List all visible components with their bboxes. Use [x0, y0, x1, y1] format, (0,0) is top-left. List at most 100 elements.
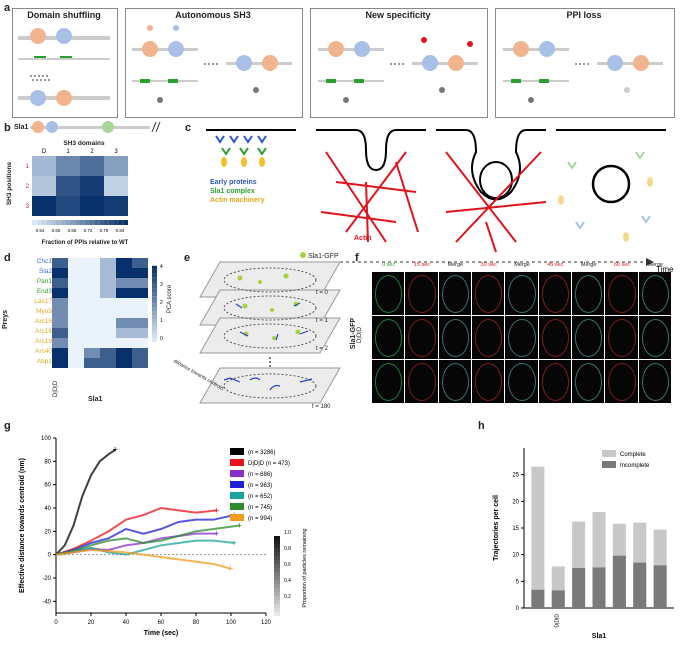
cell-outline [541, 275, 569, 313]
heatmap-d-cell [132, 288, 148, 298]
prey-label: Arc40 [35, 348, 52, 355]
colorbar-b-tick-1: 0.60 [52, 228, 61, 233]
micrograph-column-headers: 0 sec 15 sec Merge 30 sec Merge 45 sec Merge 60… [372, 262, 672, 272]
colorbar-b-segment [84, 220, 90, 225]
heatmap-b-cell [32, 176, 56, 196]
prey-label: Myo5 [36, 308, 52, 315]
panel-letter-a: a [4, 2, 11, 14]
heatmap-d-cell [132, 298, 148, 308]
prey-label: Chc1 [36, 258, 52, 265]
colorbar-b-segment [41, 220, 47, 225]
heatmap-d-cell [100, 308, 116, 318]
cell-outline [475, 275, 503, 313]
h-y-tick-label: 10 [512, 553, 519, 559]
heatmap-b-cell [104, 156, 128, 176]
sla1-gfp-row-label: Sla1-GFP [350, 317, 358, 350]
colorbar-b-tick-0: 0.54 [36, 228, 45, 233]
colorbar-d-segment [152, 281, 157, 285]
heatmap-d-cell [52, 258, 68, 268]
heatmap-d-cell [84, 318, 100, 328]
panel-d-heatmap [52, 258, 148, 368]
micrograph-tile [472, 316, 505, 359]
micrograph-tile [372, 316, 405, 359]
panel-a-title-3: New specificity [365, 10, 431, 20]
heatmap-d-cell [84, 358, 100, 368]
micrograph-column-header: Merge [447, 262, 464, 268]
sla1-protein-label: Sla1 [14, 124, 29, 131]
micrograph-tile [538, 360, 571, 403]
heatmap-b-cell [80, 156, 104, 176]
g-legend-swatch-0 [230, 448, 244, 455]
g-legend-swatch-6 [230, 514, 244, 521]
heatmap-d-cell [100, 288, 116, 298]
g-y-tick-label: 40 [44, 506, 51, 512]
g-x-tick-label: 120 [261, 620, 272, 626]
h-category-label-1: D|D|D [554, 614, 560, 628]
colorbar-b-segment [56, 220, 61, 225]
heatmap-d-cell [68, 328, 84, 338]
heatmap-b-cell [32, 156, 56, 176]
colorbar-d-segment [152, 311, 157, 316]
colorbar-d-tick-4: 4 [160, 264, 163, 270]
heatmap-b-cell [56, 156, 80, 176]
prey-label: End3 [36, 288, 52, 295]
frame-t1-label: t = 1 [316, 318, 328, 324]
heatmap-d-cell [116, 338, 132, 348]
heatmap-d-cell [52, 318, 68, 328]
heatmap-d-cell [116, 268, 132, 278]
colorbar-b-tick-4: 0.79 [100, 228, 109, 233]
colorbar-d-segment [152, 322, 157, 327]
domain-tick-0: D [42, 149, 47, 155]
cell-outline [375, 363, 403, 401]
g-y-tick-label: 80 [44, 459, 51, 465]
colorbar-b-tick-5: 0.84 [116, 228, 125, 233]
autonomous-sh3-diagram [132, 25, 292, 103]
heatmap-d-cell [52, 338, 68, 348]
heatmap-d-cell [84, 348, 100, 358]
colorbar-b-segment [94, 220, 100, 225]
heatmap-d-cell [132, 318, 148, 328]
g-colorbar-segment [274, 612, 280, 616]
h-bar-incomplete-2 [572, 568, 586, 608]
heatmap-b-cell [56, 176, 80, 196]
heatmap-d-cell [52, 308, 68, 318]
panel-a-title-4: PPI loss [566, 10, 602, 20]
new-specificity-diagram [318, 37, 478, 103]
heatmap-d-cell [84, 268, 100, 278]
h-bar-incomplete-4 [612, 555, 626, 608]
heatmap-d-cell [68, 258, 84, 268]
cell-outline [508, 319, 536, 357]
g-y-tick-label: 20 [44, 529, 51, 535]
g-x-tick-label: 100 [226, 620, 237, 626]
panel-g-line-chart: 0 20 40 60 80 100 120 -40 -20 0 20 40 60 80 100 Time (s… [19, 436, 308, 637]
h-y-tick-label: 15 [512, 526, 519, 532]
g-series-end-marker-1: + [214, 505, 219, 515]
g-y-tick-label: 100 [41, 436, 52, 442]
micrograph-tile [472, 272, 505, 315]
panel-letter-h: h [478, 420, 485, 432]
heatmap-d-cell [84, 288, 100, 298]
heatmap-d-cell [132, 308, 148, 318]
prey-label: Pan1 [36, 278, 52, 285]
heatmap-d-cell [68, 348, 84, 358]
h-bar-incomplete-3 [592, 567, 606, 608]
colorbar-d-segment [152, 315, 157, 319]
g-series-line-3 [55, 514, 235, 556]
prey-label: Abp1 [36, 358, 52, 365]
g-colorbar-segment [274, 556, 280, 560]
micrograph-tile [372, 360, 405, 403]
pca-score-label: PCA score [167, 284, 174, 314]
micrograph-tile [372, 272, 405, 315]
heatmap-d-cell [116, 348, 132, 358]
micrograph-column-header: 60 sec [613, 262, 631, 268]
g-y-tick-label: -40 [42, 599, 51, 605]
frame-t0-label: t = 0 [316, 290, 328, 296]
h-y-tick-label: 20 [512, 499, 519, 505]
heatmap-d-cell [116, 358, 132, 368]
g-colorbar-tick-4: 1.0 [284, 530, 291, 536]
g-legend-label-6: (n = 994) [248, 516, 272, 522]
g-y-tick-label: 60 [44, 483, 51, 489]
micrograph-column-header: Merge [580, 262, 597, 268]
colorbar-d-segment [152, 277, 157, 281]
heatmap-d-cell [132, 258, 148, 268]
